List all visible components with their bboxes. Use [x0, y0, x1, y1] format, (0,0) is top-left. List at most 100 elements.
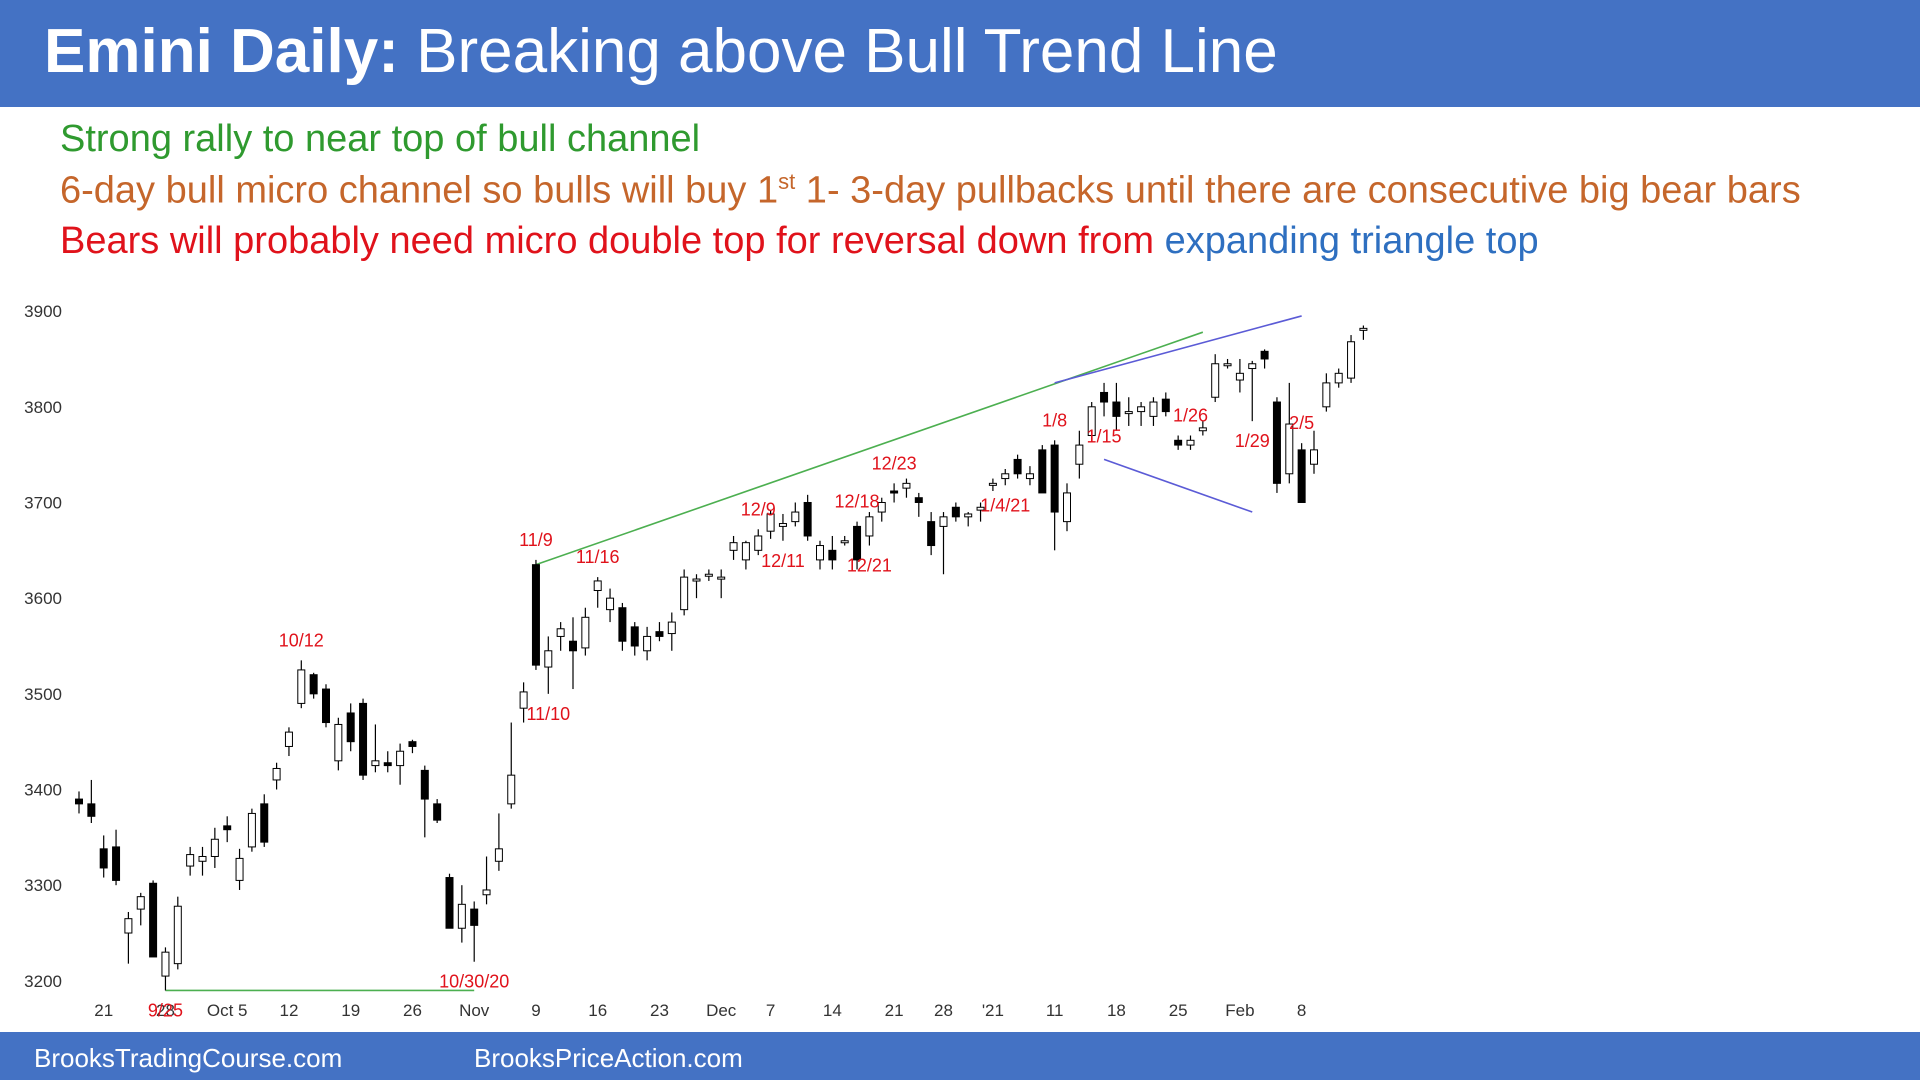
candle — [914, 492, 923, 517]
candle — [1063, 483, 1071, 532]
candle — [890, 483, 899, 503]
candle — [581, 607, 590, 656]
candle — [618, 602, 627, 651]
bull-candle-body — [1198, 427, 1207, 432]
candle — [1001, 469, 1010, 486]
bull-candle-body — [902, 482, 911, 489]
x-tick-label: 7 — [766, 1001, 775, 1020]
date-annotation: 10/30/20 — [439, 972, 509, 992]
bear-candle-body — [1174, 439, 1183, 446]
bull-candle-body — [766, 513, 775, 532]
bear-candle-body — [1297, 449, 1306, 503]
bear-candle-body — [1112, 401, 1121, 417]
candle — [1161, 392, 1170, 417]
bear-candle-body — [803, 501, 812, 537]
x-tick-label: 11 — [1046, 1001, 1064, 1020]
bear-candle-body — [927, 521, 936, 547]
triangle-top-line — [1054, 315, 1302, 384]
candle — [1050, 440, 1059, 551]
candle — [569, 617, 577, 690]
candle — [1124, 397, 1133, 426]
bull-candle-body — [482, 889, 491, 896]
bull-candle-body — [1001, 473, 1010, 480]
date-annotation: 1/4/21 — [980, 495, 1030, 515]
bull-candle-body — [667, 621, 676, 635]
x-tick-label: '21 — [982, 1001, 1004, 1020]
candle — [766, 510, 775, 539]
candle — [717, 569, 726, 599]
candle — [556, 622, 565, 651]
candle — [1198, 421, 1207, 436]
candle — [803, 494, 812, 541]
candle — [816, 540, 824, 570]
candle — [1186, 435, 1195, 450]
bull-trend-line — [535, 331, 1204, 566]
bear-candle-body — [1038, 449, 1047, 494]
bull-candle-body — [1235, 372, 1244, 381]
date-annotation: 12/11 — [761, 551, 805, 571]
candle — [99, 835, 108, 878]
bear-candle-body — [531, 564, 540, 666]
candle — [1297, 443, 1306, 503]
date-annotation: 9/25 — [148, 1000, 183, 1020]
footer-link-price-action[interactable]: BrooksPriceAction.com — [474, 1043, 743, 1073]
candle — [680, 569, 689, 616]
bear-candle-body — [1100, 391, 1109, 403]
x-tick-label: Feb — [1225, 1001, 1254, 1020]
bear-candle-body — [828, 549, 837, 561]
x-tick-label: 12 — [279, 1001, 298, 1020]
candle — [1322, 373, 1331, 412]
bear-candle-body — [322, 688, 330, 724]
y-tick-label: 3400 — [24, 781, 62, 800]
note-line-2: 6-day bull micro channel so bulls will b… — [60, 169, 1801, 213]
price-chart: 3200 3300 3400 3500 3600 3700 3800 3900 21 28 Oct … — [24, 302, 1368, 1020]
bull-candle-body — [717, 576, 726, 580]
footer-link-trading-course[interactable]: BrooksTradingCourse.com — [34, 1043, 343, 1073]
bear-candle-body — [853, 525, 862, 561]
bull-candle-body — [778, 523, 787, 527]
candle — [149, 880, 158, 958]
candle — [606, 588, 615, 623]
bull-candle-body — [272, 767, 281, 781]
bear-candle-body — [112, 846, 121, 881]
candle — [309, 672, 318, 699]
candle — [519, 682, 528, 723]
note-line-3-blue: expanding triangle top — [1164, 220, 1539, 262]
candle — [482, 856, 491, 905]
candle — [1223, 358, 1232, 369]
bear-candle-body — [75, 798, 83, 805]
x-tick-label: Nov — [459, 1001, 490, 1020]
bull-candle-body — [704, 573, 713, 577]
candle — [334, 717, 343, 771]
candle — [210, 827, 219, 868]
candle — [1347, 335, 1356, 383]
candle — [1149, 397, 1158, 426]
candle — [260, 794, 269, 847]
bear-candle-body — [569, 640, 577, 652]
candle — [136, 892, 145, 926]
x-tick-label: 28 — [156, 1001, 175, 1020]
candle — [284, 727, 293, 757]
bull-candle-body — [840, 540, 849, 544]
candle — [741, 540, 750, 570]
y-tick-label: 3200 — [24, 972, 62, 991]
bull-candle-body — [210, 838, 219, 857]
candle — [1100, 382, 1109, 417]
y-tick-label: 3900 — [24, 302, 62, 321]
date-annotation: 12/23 — [872, 453, 917, 473]
bull-candle-body — [136, 896, 145, 910]
bear-candle-body — [890, 490, 899, 494]
note-line-3: Bears will probably need micro double to… — [60, 220, 1539, 263]
date-annotation: 1/26 — [1173, 406, 1208, 426]
bull-candle-body — [1347, 341, 1356, 379]
bear-candle-body — [1260, 350, 1269, 360]
bear-candle-body — [618, 607, 627, 642]
candle — [754, 529, 763, 556]
bull-candle-body — [741, 542, 750, 561]
bear-candle-body — [149, 882, 158, 958]
bear-candle-body — [309, 674, 318, 695]
x-tick-label: 16 — [588, 1001, 607, 1020]
candle — [531, 559, 540, 670]
candle — [235, 848, 244, 890]
candle — [186, 846, 195, 876]
